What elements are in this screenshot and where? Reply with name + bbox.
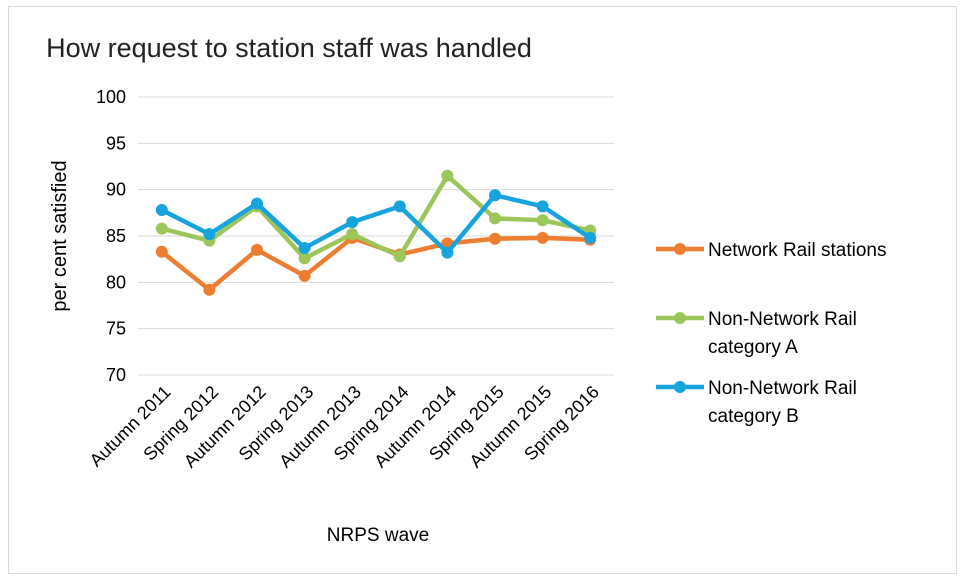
data-point — [251, 243, 263, 256]
line-chart: How request to station staff was handled… — [46, 33, 886, 546]
legend-label: Non-Network Rail — [708, 378, 857, 399]
y-tick-label: 100 — [96, 87, 126, 107]
data-point — [584, 231, 597, 244]
y-axis-title: per cent satisfied — [49, 160, 71, 311]
data-point — [298, 252, 311, 265]
legend: Network Rail stations Non-Network Rail cat… — [656, 240, 886, 427]
series-3 — [155, 189, 597, 259]
data-point — [536, 200, 549, 213]
y-tick-label: 85 — [106, 226, 126, 246]
legend-label: Non-Network Rail — [708, 309, 857, 330]
legend-marker — [674, 243, 686, 255]
legend-marker — [674, 312, 686, 324]
data-point — [155, 245, 168, 258]
legend-label: category B — [708, 406, 799, 427]
y-tick-label: 80 — [106, 272, 126, 292]
data-point — [536, 214, 549, 227]
data-point — [393, 250, 406, 263]
y-tick-label: 90 — [106, 180, 126, 200]
y-tick-label: 75 — [106, 319, 126, 339]
data-point — [346, 216, 359, 229]
legend-label: category A — [708, 337, 798, 358]
data-point — [298, 269, 311, 282]
chart-title: How request to station staff was handled — [46, 33, 532, 63]
data-point — [393, 200, 406, 213]
data-point — [298, 242, 311, 255]
series-line — [159, 192, 593, 255]
legend-entry: Network Rail stations — [656, 240, 886, 261]
series-line — [159, 173, 593, 261]
data-point — [155, 204, 168, 217]
data-point — [489, 189, 501, 202]
series-2 — [155, 169, 597, 265]
y-axis-ticks: 70 75 80 85 90 95 100 — [96, 87, 126, 385]
data-point — [155, 222, 168, 235]
data-point — [203, 228, 216, 241]
y-tick-label: 70 — [106, 365, 126, 385]
data-point — [441, 169, 454, 182]
data-point — [489, 212, 501, 225]
y-tick-label: 95 — [106, 133, 126, 153]
legend-entry: Non-Network Rail category B — [656, 378, 857, 427]
x-axis-title: NRPS wave — [327, 525, 429, 546]
data-point — [536, 231, 549, 244]
data-point — [203, 283, 216, 296]
legend-marker — [674, 381, 686, 393]
legend-entry: Non-Network Rail category A — [656, 309, 857, 358]
legend-label: Network Rail stations — [708, 240, 886, 261]
chart-frame: How request to station staff was handled… — [8, 6, 957, 574]
data-point — [441, 246, 454, 259]
data-point — [251, 197, 263, 210]
data-point — [489, 232, 501, 245]
series-1 — [155, 231, 597, 296]
x-tick-label: Autumn 2011 — [86, 382, 175, 471]
data-point — [346, 228, 359, 241]
series-lines — [155, 169, 597, 296]
